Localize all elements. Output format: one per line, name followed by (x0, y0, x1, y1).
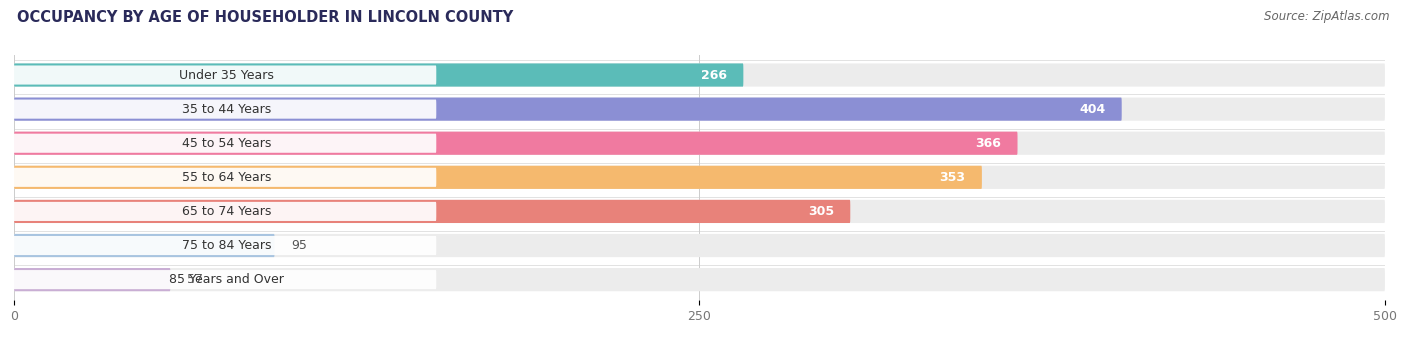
Text: 57: 57 (187, 273, 202, 286)
Text: 266: 266 (702, 69, 727, 81)
FancyBboxPatch shape (14, 63, 744, 87)
FancyBboxPatch shape (11, 65, 436, 85)
FancyBboxPatch shape (14, 166, 981, 189)
FancyBboxPatch shape (14, 200, 1385, 223)
Text: 45 to 54 Years: 45 to 54 Years (181, 137, 271, 150)
Text: 353: 353 (939, 171, 966, 184)
FancyBboxPatch shape (11, 168, 436, 187)
FancyBboxPatch shape (14, 132, 1018, 155)
Text: 85 Years and Over: 85 Years and Over (169, 273, 284, 286)
FancyBboxPatch shape (14, 234, 1385, 257)
FancyBboxPatch shape (14, 166, 1385, 189)
FancyBboxPatch shape (14, 132, 1385, 155)
FancyBboxPatch shape (14, 200, 851, 223)
Text: 404: 404 (1078, 103, 1105, 116)
FancyBboxPatch shape (11, 100, 436, 119)
Text: 55 to 64 Years: 55 to 64 Years (181, 171, 271, 184)
FancyBboxPatch shape (14, 268, 1385, 291)
FancyBboxPatch shape (14, 63, 1385, 87)
Text: OCCUPANCY BY AGE OF HOUSEHOLDER IN LINCOLN COUNTY: OCCUPANCY BY AGE OF HOUSEHOLDER IN LINCO… (17, 10, 513, 25)
Text: 35 to 44 Years: 35 to 44 Years (181, 103, 271, 116)
Text: 305: 305 (807, 205, 834, 218)
Text: Source: ZipAtlas.com: Source: ZipAtlas.com (1264, 10, 1389, 23)
FancyBboxPatch shape (11, 236, 436, 255)
FancyBboxPatch shape (11, 134, 436, 153)
FancyBboxPatch shape (14, 98, 1122, 121)
Text: 366: 366 (976, 137, 1001, 150)
Text: 95: 95 (291, 239, 307, 252)
FancyBboxPatch shape (11, 202, 436, 221)
FancyBboxPatch shape (14, 268, 170, 291)
FancyBboxPatch shape (11, 270, 436, 289)
Text: 65 to 74 Years: 65 to 74 Years (181, 205, 271, 218)
FancyBboxPatch shape (14, 234, 274, 257)
Text: 75 to 84 Years: 75 to 84 Years (181, 239, 271, 252)
FancyBboxPatch shape (14, 98, 1385, 121)
Text: Under 35 Years: Under 35 Years (179, 69, 274, 81)
